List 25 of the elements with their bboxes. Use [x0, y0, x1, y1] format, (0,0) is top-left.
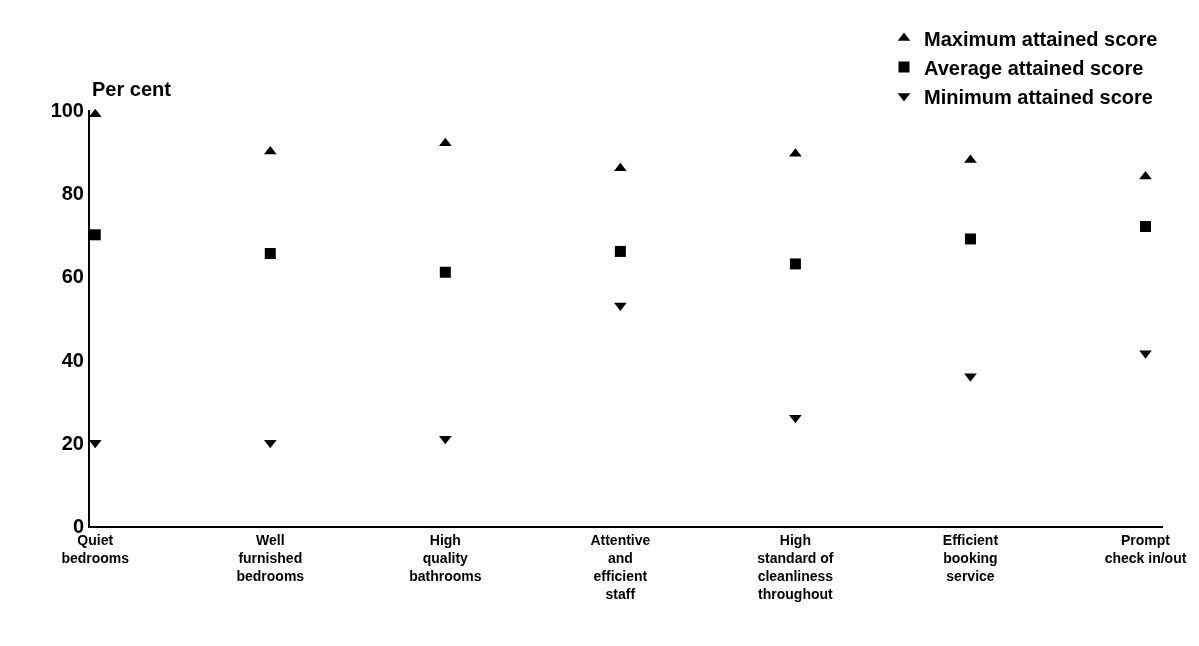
legend-label: Maximum attained score — [924, 27, 1158, 50]
x-tick-label: High standard of cleanliness throughout — [757, 531, 834, 603]
point — [438, 435, 452, 445]
point — [1140, 220, 1151, 232]
point — [789, 258, 801, 270]
legend-label: Average attained score — [924, 56, 1144, 79]
x-tick-label: Efficient booking service — [942, 531, 999, 585]
point — [264, 248, 276, 260]
y-tick-label: 80 — [61, 182, 84, 205]
x-tick-label: Well furnished bedrooms — [236, 531, 305, 585]
x-tick-label: Prompt check in/out — [1104, 531, 1187, 566]
y-tick-label: 100 — [50, 99, 84, 121]
x-tick-label: High quality bathrooms — [409, 531, 482, 585]
y-tick-label: 20 — [61, 431, 84, 454]
legend-label: Minimum attained score — [924, 85, 1153, 108]
point — [89, 229, 101, 241]
point — [964, 233, 976, 245]
point — [438, 137, 452, 147]
point — [614, 302, 627, 312]
y-tick-label: 60 — [61, 265, 84, 288]
point — [439, 266, 451, 278]
y-tick-label: 40 — [61, 348, 84, 371]
point — [614, 245, 626, 257]
x-tick-label: Attentive and efficient staff — [590, 531, 651, 603]
y-axis-title: Per cent — [92, 78, 172, 100]
